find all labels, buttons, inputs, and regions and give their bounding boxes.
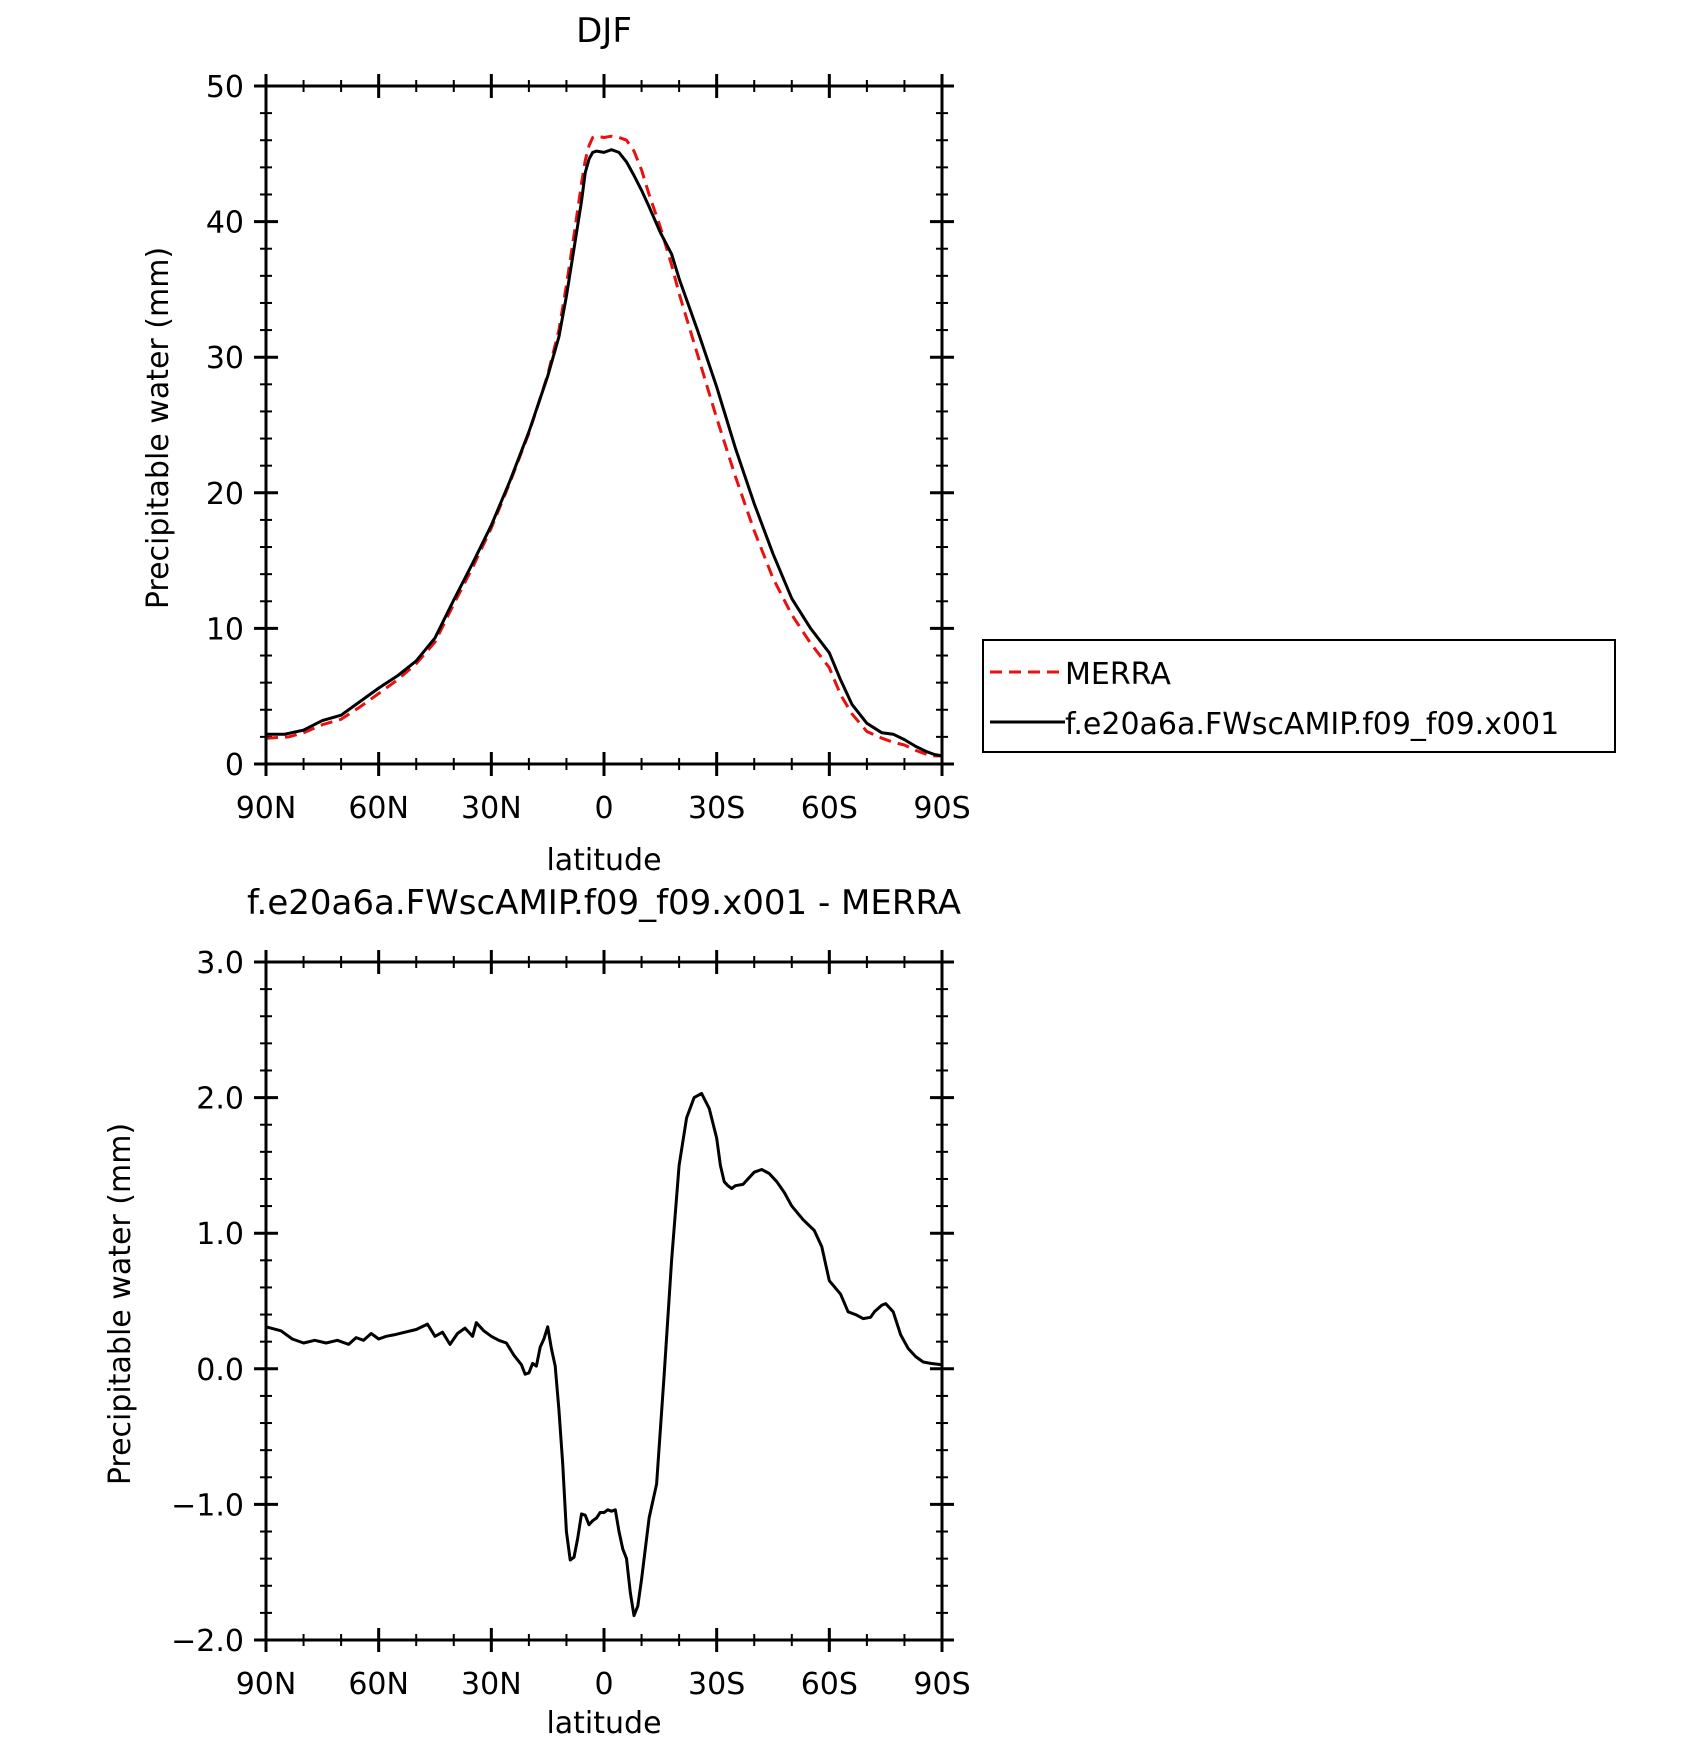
- top-y-tick-label: 30: [206, 341, 244, 376]
- top-y-tick-label: 50: [206, 70, 244, 105]
- bottom-x-tick-label: 60N: [348, 1667, 409, 1702]
- top-series-line-merra: [265, 134, 942, 758]
- top-panel-djf: DJF 0 10 20 30 40 50 90N 60N 30N 0 30S 60S 90S lati…: [141, 11, 971, 878]
- top-x-tick-label: 90N: [236, 791, 297, 826]
- top-x-tick-label: 0: [594, 791, 613, 826]
- top-x-tick-label: 90S: [913, 791, 970, 826]
- bottom-x-ticks: [264, 950, 944, 1652]
- legend: MERRA f.e20a6a.FWscAMIP.f09_f09.x001: [982, 639, 1616, 753]
- bottom-y-tick-labels: −2.0 −1.0 0.0 1.0 2.0 3.0: [171, 946, 244, 1659]
- bottom-title: f.e20a6a.FWscAMIP.f09_f09.x001 - MERRA: [247, 883, 961, 923]
- top-y-tick-label: 0: [225, 748, 244, 783]
- bottom-y-tick-label: 3.0: [196, 946, 244, 981]
- top-x-axis-label: latitude: [546, 843, 661, 878]
- top-y-axis-label: Precipitable water (mm): [141, 247, 176, 609]
- bottom-panel-difference: f.e20a6a.FWscAMIP.f09_f09.x001 - MERRA −…: [103, 883, 971, 1741]
- bottom-y-axis-label: Precipitable water (mm): [103, 1123, 138, 1485]
- top-x-tick-label: 30S: [688, 791, 745, 826]
- bottom-plot-frame: [264, 960, 944, 1642]
- top-series-lines: [265, 134, 943, 758]
- bottom-x-tick-label: 90N: [236, 1667, 297, 1702]
- top-y-tick-label: 20: [206, 477, 244, 512]
- bottom-series-lines: [265, 1092, 943, 1618]
- bottom-x-axis-label: latitude: [546, 1706, 661, 1741]
- top-title: DJF: [576, 11, 632, 51]
- top-x-tick-label: 60S: [801, 791, 858, 826]
- bottom-x-tick-label: 0: [594, 1667, 613, 1702]
- bottom-y-tick-label: 0.0: [196, 1353, 244, 1388]
- top-y-tick-labels: 0 10 20 30 40 50: [206, 70, 244, 783]
- top-x-tick-label: 30N: [461, 791, 522, 826]
- bottom-y-tick-label: −2.0: [171, 1624, 244, 1659]
- bottom-y-tick-label: −1.0: [171, 1488, 244, 1523]
- legend-label-model: f.e20a6a.FWscAMIP.f09_f09.x001: [1065, 707, 1559, 742]
- top-x-tick-labels: 90N 60N 30N 0 30S 60S 90S: [236, 791, 971, 826]
- legend-label-merra: MERRA: [1065, 657, 1171, 692]
- top-x-tick-label: 60N: [348, 791, 409, 826]
- top-y-ticks: [254, 84, 954, 766]
- bottom-x-tick-label: 90S: [913, 1667, 970, 1702]
- bottom-y-ticks: [254, 960, 954, 1642]
- bottom-y-tick-label: 1.0: [196, 1217, 244, 1252]
- bottom-x-tick-labels: 90N 60N 30N 0 30S 60S 90S: [236, 1667, 971, 1702]
- top-x-ticks: [264, 74, 944, 776]
- top-series-line-model: [266, 148, 943, 758]
- top-y-tick-label: 40: [206, 206, 244, 241]
- bottom-x-tick-label: 30N: [461, 1667, 522, 1702]
- top-plot-frame: [264, 84, 944, 766]
- legend-box: [982, 639, 1616, 753]
- bottom-x-tick-label: 60S: [801, 1667, 858, 1702]
- bottom-series-line-difference: [265, 1092, 943, 1618]
- top-y-tick-label: 10: [206, 612, 244, 647]
- bottom-y-tick-label: 2.0: [196, 1082, 244, 1117]
- bottom-x-tick-label: 30S: [688, 1667, 745, 1702]
